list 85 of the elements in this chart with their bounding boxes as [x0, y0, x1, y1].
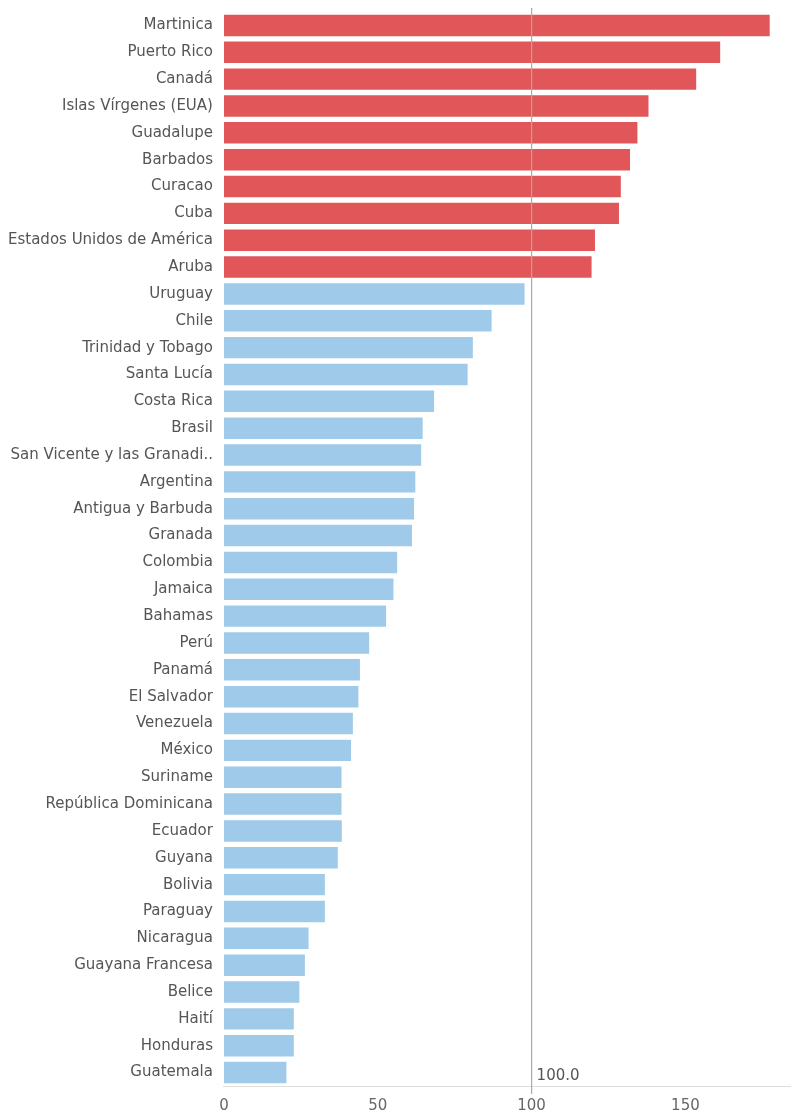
x-tick-label: 0 [219, 1095, 229, 1114]
bar [223, 659, 360, 681]
bar [223, 148, 631, 171]
bar [223, 283, 525, 305]
bar [223, 981, 300, 1003]
bar [223, 900, 325, 923]
y-tick-label: Ecuador [151, 820, 214, 839]
y-tick-label: Guayana Francesa [74, 955, 213, 974]
bar [223, 14, 770, 37]
y-tick-label: Martinica [143, 15, 213, 34]
bar [223, 310, 492, 332]
bar [223, 1061, 287, 1084]
y-tick-label: Chile [175, 310, 213, 329]
bar [223, 685, 359, 708]
y-tick-label: Honduras [140, 1035, 214, 1054]
y-tick-label: Puerto Rico [127, 42, 213, 61]
bar [223, 820, 342, 842]
y-tick-label: Brasil [171, 418, 213, 437]
bar [223, 873, 325, 896]
ref-line-label: 100.0 [536, 1066, 580, 1085]
y-tick-label: Perú [179, 632, 213, 651]
y-tick-label: Aruba [168, 256, 213, 275]
bar [223, 524, 412, 547]
bar [223, 1008, 294, 1030]
y-tick-label: Nicaragua [136, 928, 213, 947]
bar [223, 68, 697, 90]
bar [223, 390, 435, 413]
y-tick-label: Argentina [139, 471, 213, 490]
bar [223, 954, 305, 976]
bar [223, 927, 309, 950]
y-tick-label: Cuba [174, 203, 213, 222]
y-tick-label: Canadá [155, 69, 213, 88]
y-tick-label: Granada [148, 525, 213, 544]
y-tick-label: México [160, 740, 213, 759]
bar [223, 202, 619, 225]
x-tick-label: 50 [368, 1095, 388, 1114]
bar [223, 766, 342, 788]
bar [223, 578, 394, 601]
bar [223, 417, 423, 439]
y-tick-label: Costa Rica [133, 391, 213, 410]
bar [223, 605, 387, 627]
y-tick-label: Jamaica [152, 579, 213, 598]
y-tick-label: Panamá [152, 659, 213, 678]
y-tick-label: Bolivia [162, 874, 213, 893]
bar [223, 444, 422, 466]
y-tick-label: Santa Lucía [125, 364, 213, 383]
y-tick-label: Paraguay [142, 901, 214, 920]
y-tick-label: San Vicente y las Granadi.. [10, 444, 213, 463]
y-tick-label: Guadalupe [131, 122, 213, 141]
y-tick-label: Belice [167, 981, 213, 1000]
bar [223, 122, 638, 144]
bar [223, 632, 370, 654]
y-tick-label: Colombia [142, 552, 213, 571]
bar [223, 712, 353, 735]
y-tick-label: Guyana [155, 847, 213, 866]
y-tick-label: Barbados [142, 149, 214, 168]
bar [223, 847, 338, 869]
bar [223, 175, 621, 198]
y-tick-label: Haití [178, 1008, 214, 1027]
y-tick-label: Antigua y Barbuda [73, 498, 213, 517]
y-tick-label: Bahamas [143, 606, 214, 625]
bar [223, 363, 468, 386]
y-tick-label: Venezuela [135, 713, 213, 732]
bar [223, 95, 649, 117]
x-tick-label: 100 [517, 1095, 546, 1114]
y-tick-label: Trinidad y Tobago [81, 337, 213, 356]
y-tick-label: República Dominicana [45, 793, 213, 812]
y-tick-label: Suriname [141, 767, 213, 786]
bar [223, 739, 352, 762]
y-tick-label: Islas Vírgenes (EUA) [61, 95, 213, 114]
y-tick-label: Guatemala [130, 1062, 213, 1081]
bar [223, 471, 416, 493]
y-tick-label: Uruguay [149, 283, 214, 302]
bar [223, 551, 398, 574]
bar [223, 497, 415, 520]
bar [223, 336, 473, 359]
y-tick-label: Curacao [151, 176, 213, 195]
y-tick-label: El Salvador [128, 686, 214, 705]
bar [223, 1034, 294, 1057]
bar [223, 229, 595, 251]
bar [223, 41, 721, 64]
y-tick-label: Estados Unidos de América [7, 230, 213, 249]
x-tick-label: 150 [671, 1095, 700, 1114]
bar [223, 256, 592, 278]
bar [223, 793, 342, 815]
